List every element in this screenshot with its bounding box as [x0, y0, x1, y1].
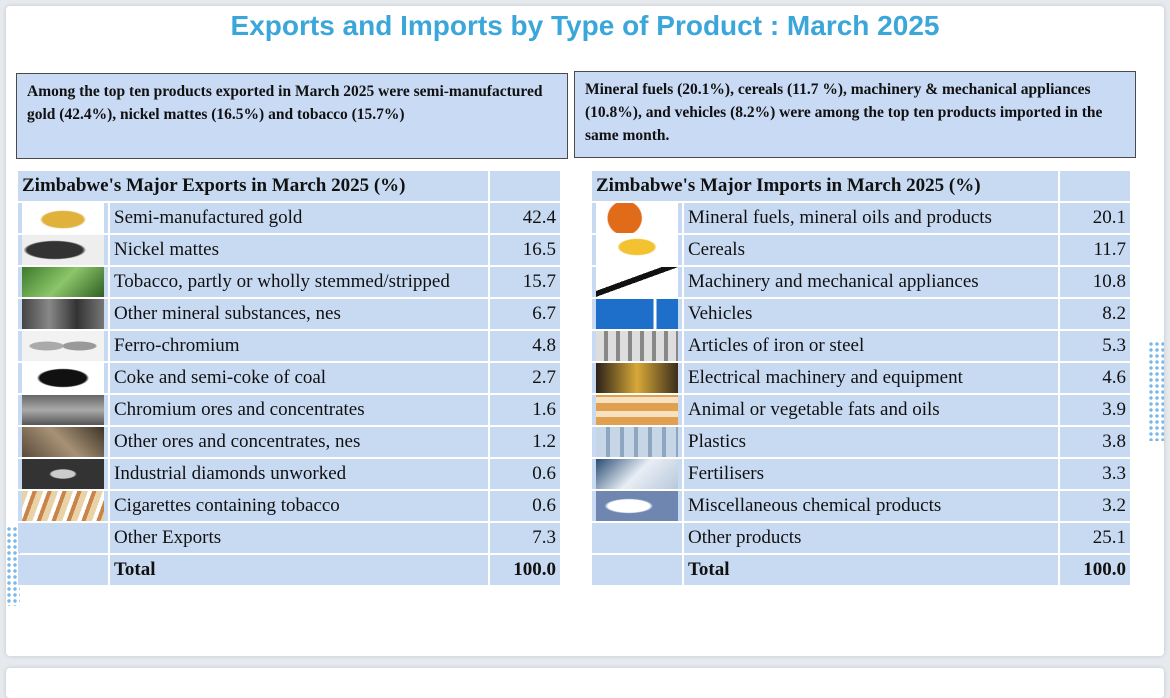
- mineral-icon: [22, 299, 104, 329]
- imports-table-header: Zimbabwe's Major Imports in March 2025 (…: [592, 171, 1058, 201]
- page-title: Exports and Imports by Type of Product :…: [230, 10, 940, 41]
- coke-icon: [22, 363, 104, 393]
- table-row: Machinery and mechanical appliances 10.8: [592, 267, 1130, 297]
- table-row: Tobacco, partly or wholly stemmed/stripp…: [18, 267, 560, 297]
- imports-summary: Mineral fuels (20.1%), cereals (11.7 %),…: [574, 71, 1136, 158]
- table-row: Animal or vegetable fats and oils 3.9: [592, 395, 1130, 425]
- truck-icon: [596, 299, 678, 329]
- table-row: Plastics 3.8: [592, 427, 1130, 457]
- fertiliser-icon: [596, 459, 678, 489]
- ore-icon: [22, 427, 104, 457]
- plastics-icon: [596, 427, 678, 457]
- cereal-icon: [596, 235, 678, 265]
- steel-pipes-icon: [596, 331, 678, 361]
- table-row: Coke and semi-coke of coal 2.7: [18, 363, 560, 393]
- imports-table: Zimbabwe's Major Imports in March 2025 (…: [590, 169, 1132, 587]
- chemical-icon: [596, 491, 678, 521]
- nickel-icon: [22, 235, 104, 265]
- total-row: Total 100.0: [18, 555, 560, 585]
- decorative-dots: [6, 526, 20, 606]
- oil-fats-icon: [596, 395, 678, 425]
- gold-nugget-icon: [22, 203, 104, 233]
- fuel-pump-icon: [596, 203, 678, 233]
- table-row: Articles of iron or steel 5.3: [592, 331, 1130, 361]
- table-row: Semi-manufactured gold 42.4: [18, 203, 560, 233]
- diamond-icon: [22, 459, 104, 489]
- table-row: Fertilisers 3.3: [592, 459, 1130, 489]
- cigarette-icon: [22, 491, 104, 521]
- next-slide-preview: [6, 668, 1164, 698]
- decorative-dots: [1148, 341, 1164, 441]
- table-row: Ferro-chromium 4.8: [18, 331, 560, 361]
- table-row: Vehicles 8.2: [592, 299, 1130, 329]
- table-row: Other products 25.1: [592, 523, 1130, 553]
- chromium-ore-icon: [22, 395, 104, 425]
- table-row: Other Exports 7.3: [18, 523, 560, 553]
- table-row: Mineral fuels, mineral oils and products…: [592, 203, 1130, 233]
- table-row: Cereals 11.7: [592, 235, 1130, 265]
- table-row: Industrial diamonds unworked 0.6: [18, 459, 560, 489]
- exports-summary: Among the top ten products exported in M…: [16, 73, 568, 159]
- table-row: Miscellaneous chemical products 3.2: [592, 491, 1130, 521]
- electrical-icon: [596, 363, 678, 393]
- table-row: Nickel mattes 16.5: [18, 235, 560, 265]
- table-row: Chromium ores and concentrates 1.6: [18, 395, 560, 425]
- wrench-icon: [596, 267, 678, 297]
- table-row: Electrical machinery and equipment 4.6: [592, 363, 1130, 393]
- table-row: Cigarettes containing tobacco 0.6: [18, 491, 560, 521]
- table-row: Other mineral substances, nes 6.7: [18, 299, 560, 329]
- table-row: Other ores and concentrates, nes 1.2: [18, 427, 560, 457]
- total-row: Total 100.0: [592, 555, 1130, 585]
- ferro-chromium-icon: [22, 331, 104, 361]
- exports-table: Zimbabwe's Major Exports in March 2025 (…: [16, 169, 562, 587]
- exports-table-header: Zimbabwe's Major Exports in March 2025 (…: [18, 171, 488, 201]
- tobacco-leaf-icon: [22, 267, 104, 297]
